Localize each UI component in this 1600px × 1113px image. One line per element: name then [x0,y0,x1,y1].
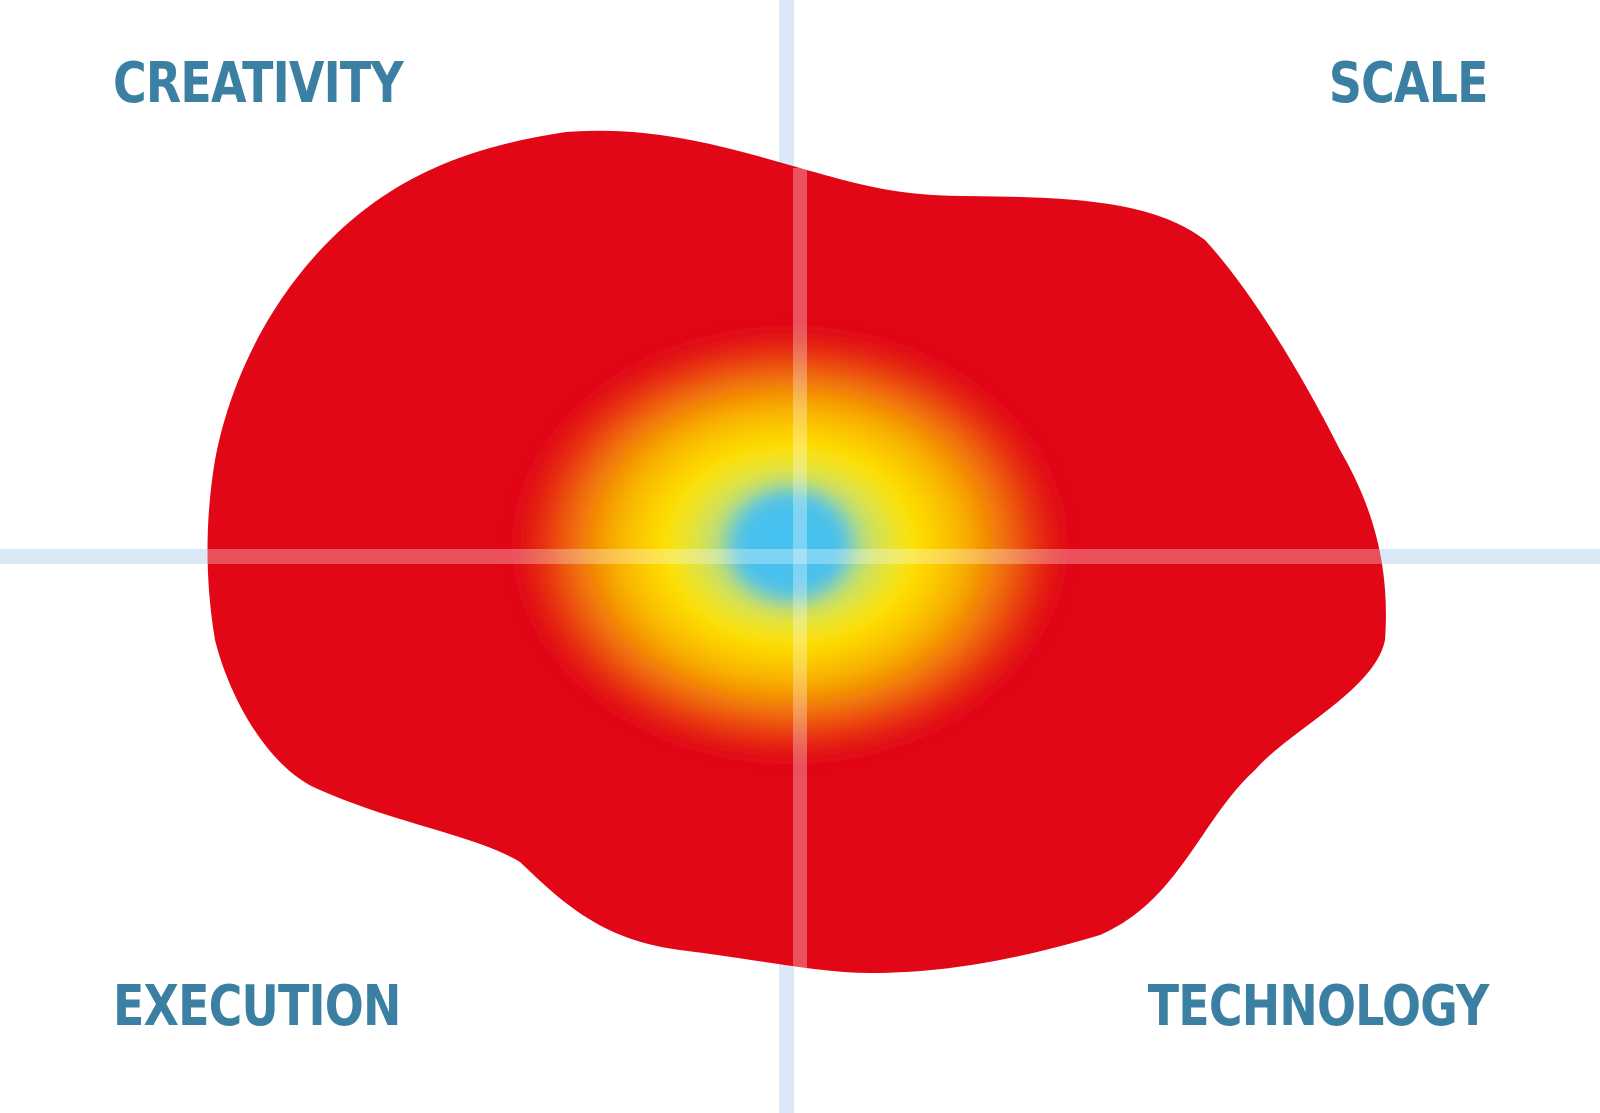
horizontal-axis-overlay [207,549,1386,564]
blue-core [732,491,848,599]
vertical-axis-overlay [793,168,807,973]
label-execution: EXECUTION [113,974,401,1039]
label-technology: TECHNOLOGY [1147,974,1489,1039]
label-creativity: CREATIVITY [113,51,404,116]
label-scale: SCALE [1329,51,1489,116]
